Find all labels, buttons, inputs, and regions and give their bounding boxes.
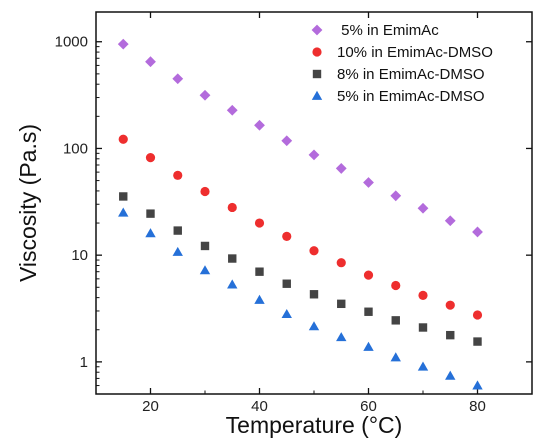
data-point <box>363 177 374 188</box>
data-point <box>336 258 346 268</box>
data-point <box>118 207 129 217</box>
data-point <box>173 170 183 180</box>
data-point <box>309 246 319 256</box>
data-point <box>254 119 265 131</box>
data-point <box>199 265 211 275</box>
data-point <box>308 149 320 161</box>
data-point <box>473 337 482 346</box>
data-point <box>445 370 456 380</box>
data-point <box>227 279 238 289</box>
data-point <box>391 280 401 291</box>
legend-marker <box>312 47 322 57</box>
legend-marker <box>311 24 323 36</box>
data-point <box>146 209 155 218</box>
data-point <box>199 89 211 101</box>
data-point <box>228 254 237 263</box>
data-point <box>308 321 320 331</box>
data-point <box>117 38 129 50</box>
data-point <box>118 134 128 144</box>
data-point <box>281 135 293 147</box>
data-point <box>390 190 402 202</box>
y-tick-label: 1000 <box>55 34 88 51</box>
data-point <box>418 323 428 332</box>
data-point <box>172 246 183 256</box>
data-point <box>472 380 483 390</box>
data-point <box>445 300 455 310</box>
data-point <box>364 307 373 316</box>
data-point <box>145 56 156 68</box>
data-point <box>336 332 347 342</box>
series-triangle <box>118 207 483 390</box>
series-square <box>119 192 482 346</box>
x-tick-label: 80 <box>469 398 486 415</box>
legend-label: 5% in EmimAc <box>337 22 439 39</box>
y-tick-label: 10 <box>71 247 88 264</box>
data-point <box>363 341 374 351</box>
data-point <box>363 270 374 280</box>
x-tick-label: 60 <box>360 398 377 415</box>
data-point <box>309 290 319 299</box>
data-point <box>337 299 346 309</box>
data-point <box>119 192 128 201</box>
x-axis-title: Temperature (°C) <box>226 412 403 438</box>
data-point <box>227 202 237 213</box>
data-point <box>172 73 184 85</box>
data-point <box>390 352 401 362</box>
data-point <box>254 294 265 304</box>
legend-marker <box>312 69 322 79</box>
series-diamond <box>117 38 483 238</box>
data-point <box>417 361 429 371</box>
legend-label: 5% in EmimAc-DMSO <box>337 88 485 105</box>
data-point <box>417 202 429 214</box>
data-point <box>255 267 264 276</box>
data-point <box>391 316 400 325</box>
y-tick-label: 1 <box>80 354 88 371</box>
data-point <box>281 308 292 319</box>
series-circle <box>118 134 483 320</box>
data-point <box>145 153 156 163</box>
data-point <box>145 228 156 238</box>
data-point <box>226 104 238 116</box>
data-point <box>335 163 347 174</box>
data-point <box>200 241 210 251</box>
legend-label: 10% in EmimAc-DMSO <box>337 44 493 61</box>
x-tick-label: 40 <box>251 398 268 415</box>
data-point <box>472 226 483 238</box>
data-point <box>173 226 182 235</box>
y-tick-label: 100 <box>63 140 88 157</box>
x-tick-label: 20 <box>142 398 159 415</box>
data-point <box>472 310 483 320</box>
y-axis-title: Viscosity (Pa.s) <box>15 124 41 282</box>
data-point <box>446 330 455 340</box>
data-point <box>282 279 291 288</box>
data-point <box>418 290 428 300</box>
legend-label: 8% in EmimAc-DMSO <box>337 66 485 83</box>
data-point <box>282 231 292 241</box>
data-point <box>254 218 265 228</box>
data-point <box>444 215 456 227</box>
legend-marker <box>311 90 323 100</box>
data-point <box>200 186 210 197</box>
